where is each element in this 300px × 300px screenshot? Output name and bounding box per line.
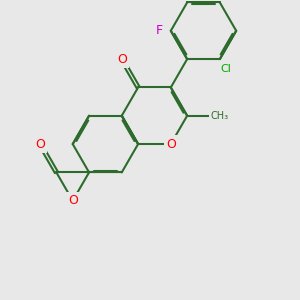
Text: O: O <box>166 138 176 151</box>
Text: O: O <box>117 52 127 66</box>
Text: O: O <box>68 194 78 207</box>
Text: F: F <box>155 24 163 37</box>
Text: CH₃: CH₃ <box>211 111 229 121</box>
Text: Cl: Cl <box>220 64 231 74</box>
Text: O: O <box>35 138 45 151</box>
